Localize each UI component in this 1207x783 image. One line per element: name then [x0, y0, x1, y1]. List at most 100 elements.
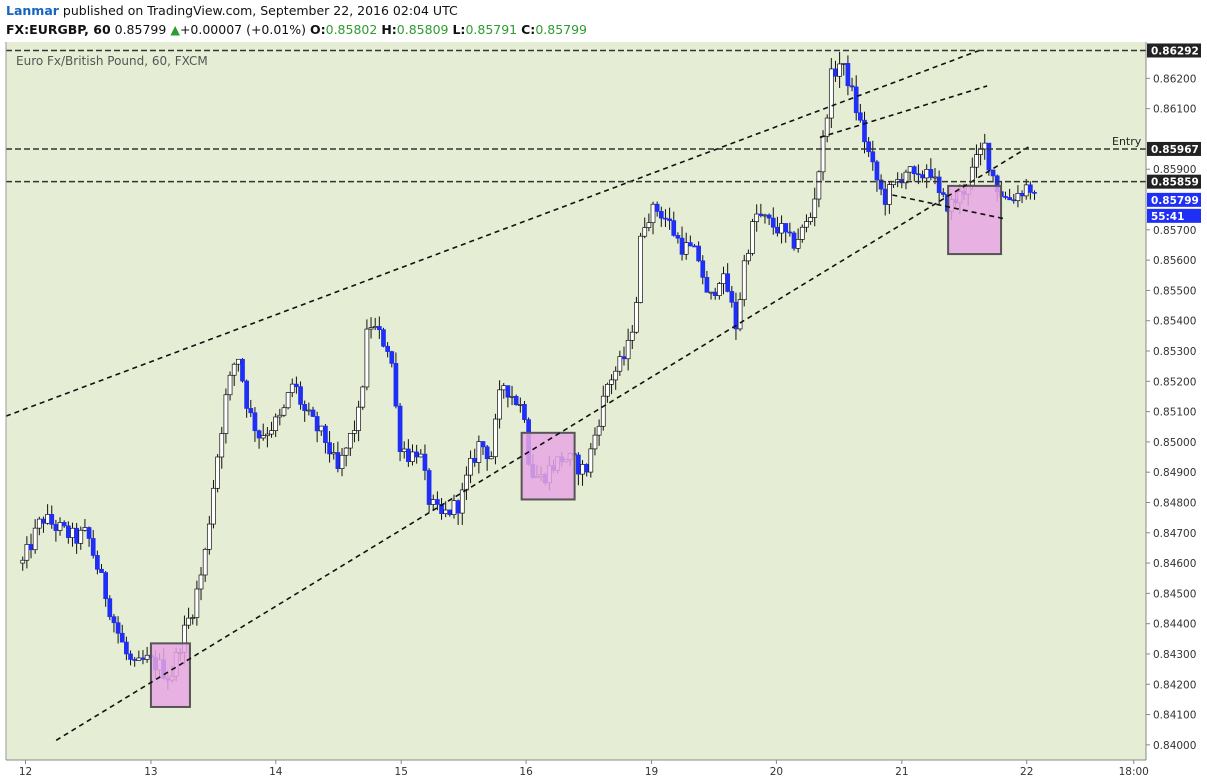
candle[interactable] — [119, 624, 125, 643]
candle[interactable] — [675, 232, 681, 244]
candle[interactable] — [887, 181, 892, 214]
candle[interactable] — [260, 423, 266, 441]
upper-channel-line[interactable] — [5, 48, 982, 417]
candle[interactable] — [696, 241, 701, 263]
candle[interactable] — [857, 103, 863, 123]
candle[interactable] — [671, 211, 677, 237]
candle[interactable] — [356, 400, 361, 442]
candle[interactable] — [488, 451, 494, 460]
candle[interactable] — [717, 281, 722, 300]
candle[interactable] — [787, 222, 793, 237]
candle[interactable] — [186, 607, 191, 629]
candle[interactable] — [642, 217, 648, 239]
candle[interactable] — [99, 564, 104, 573]
candle[interactable] — [389, 350, 395, 368]
candle[interactable] — [737, 292, 743, 332]
candle[interactable] — [687, 235, 693, 247]
candle[interactable] — [928, 158, 934, 181]
author-link[interactable]: Lanmar — [6, 3, 59, 18]
candle[interactable] — [1007, 188, 1012, 201]
candle[interactable] — [704, 270, 710, 293]
candle[interactable] — [294, 376, 299, 394]
candle[interactable] — [654, 201, 660, 217]
candle[interactable] — [1015, 185, 1021, 208]
candle[interactable] — [459, 482, 465, 525]
candle[interactable] — [397, 403, 403, 462]
candle[interactable] — [128, 650, 133, 666]
candle[interactable] — [90, 529, 96, 559]
candle[interactable] — [240, 358, 245, 383]
candle[interactable] — [484, 444, 490, 471]
candle[interactable] — [729, 286, 735, 308]
candle[interactable] — [24, 536, 30, 569]
candle[interactable] — [936, 170, 942, 205]
candle[interactable] — [870, 140, 876, 171]
candle[interactable] — [911, 165, 917, 182]
candle[interactable] — [613, 366, 619, 390]
candle[interactable] — [828, 58, 834, 128]
candle[interactable] — [381, 327, 386, 348]
candle[interactable] — [61, 520, 67, 528]
candle[interactable] — [795, 228, 801, 253]
candle[interactable] — [215, 454, 220, 493]
candle[interactable] — [347, 433, 353, 457]
candle[interactable] — [754, 204, 760, 232]
candle[interactable] — [625, 328, 631, 371]
lower-channel-line[interactable] — [55, 144, 1033, 741]
candle[interactable] — [244, 379, 249, 418]
candle[interactable] — [617, 350, 623, 376]
candle[interactable] — [273, 413, 279, 437]
candle[interactable] — [476, 435, 482, 474]
candle[interactable] — [849, 77, 855, 92]
candle[interactable] — [596, 419, 602, 446]
candle[interactable] — [343, 447, 349, 467]
candle[interactable] — [206, 515, 212, 555]
candle[interactable] — [327, 431, 332, 463]
inner-upper-line[interactable] — [819, 85, 988, 139]
candle[interactable] — [385, 342, 390, 358]
candle[interactable] — [435, 491, 440, 511]
candle[interactable] — [650, 201, 656, 235]
candle[interactable] — [990, 169, 996, 183]
candle[interactable] — [725, 263, 731, 293]
candle[interactable] — [824, 114, 830, 143]
box-21[interactable] — [947, 184, 1003, 256]
candle[interactable] — [310, 406, 316, 418]
candle[interactable] — [629, 324, 635, 349]
candle[interactable] — [86, 526, 92, 547]
candle[interactable] — [845, 55, 851, 96]
plot-area[interactable] — [6, 42, 1146, 760]
candle[interactable] — [816, 170, 822, 208]
candle[interactable] — [646, 213, 652, 232]
candle[interactable] — [256, 429, 262, 449]
candle[interactable] — [285, 392, 291, 410]
candle[interactable] — [600, 385, 606, 431]
candle[interactable] — [422, 444, 428, 481]
candle[interactable] — [766, 213, 772, 226]
candle[interactable] — [974, 144, 979, 178]
candle[interactable] — [36, 516, 42, 536]
candle[interactable] — [393, 352, 399, 409]
candle[interactable] — [95, 550, 100, 575]
candle[interactable] — [124, 636, 129, 661]
candle[interactable] — [808, 212, 813, 225]
candle[interactable] — [252, 407, 258, 442]
candle[interactable] — [194, 580, 200, 626]
box-16[interactable] — [520, 431, 576, 501]
candle[interactable] — [667, 207, 672, 230]
candle[interactable] — [323, 424, 328, 454]
candle[interactable] — [376, 316, 382, 339]
candle[interactable] — [837, 51, 842, 88]
candle[interactable] — [874, 159, 880, 192]
candle[interactable] — [862, 111, 867, 154]
candle[interactable] — [352, 420, 357, 443]
candle[interactable] — [866, 137, 871, 157]
candle[interactable] — [339, 448, 345, 477]
box-13[interactable] — [149, 642, 191, 708]
candle[interactable] — [265, 427, 270, 448]
candle[interactable] — [799, 224, 805, 243]
candle[interactable] — [202, 547, 208, 582]
candle[interactable] — [227, 371, 233, 401]
candle[interactable] — [605, 382, 610, 403]
